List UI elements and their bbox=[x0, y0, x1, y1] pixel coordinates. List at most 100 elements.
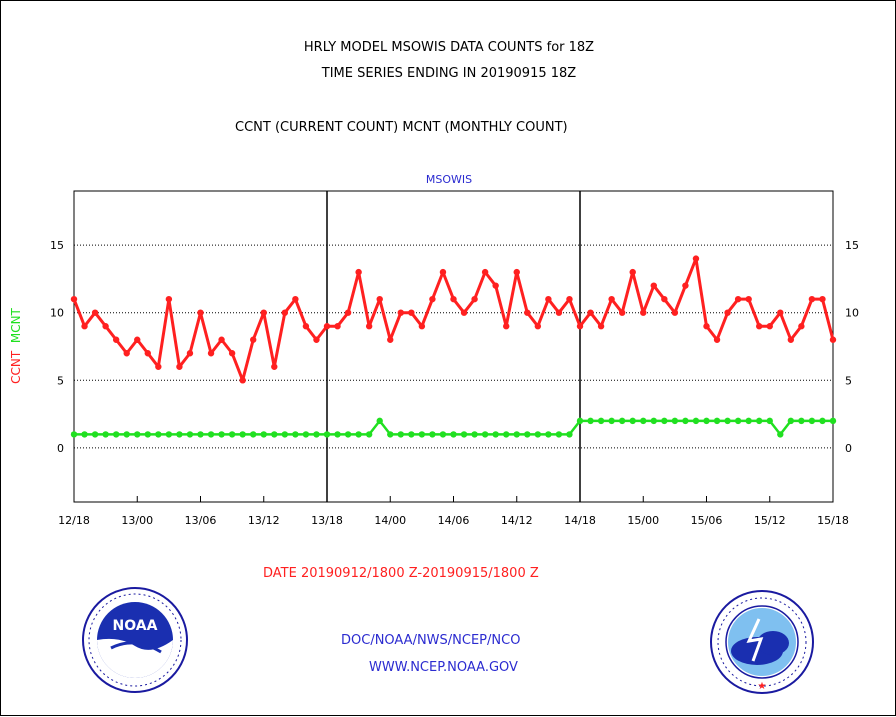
data-point-mcnt bbox=[239, 431, 246, 438]
chart-title-line1: HRLY MODEL MSOWIS DATA COUNTS for 18Z bbox=[303, 40, 595, 55]
data-point-ccnt bbox=[787, 336, 795, 343]
data-point-ccnt bbox=[197, 309, 204, 316]
data-point-ccnt bbox=[365, 323, 373, 330]
data-point-mcnt bbox=[102, 431, 109, 438]
data-point-ccnt bbox=[808, 295, 816, 303]
data-point-ccnt bbox=[503, 323, 510, 330]
data-point-mcnt bbox=[376, 417, 383, 425]
data-point-mcnt bbox=[344, 431, 352, 438]
data-point-mcnt bbox=[777, 431, 784, 438]
data-point-mcnt bbox=[481, 431, 489, 438]
data-point-mcnt bbox=[197, 431, 204, 438]
data-point-ccnt bbox=[819, 295, 826, 303]
data-point-ccnt bbox=[555, 309, 563, 316]
data-point-ccnt bbox=[640, 309, 647, 316]
data-point-mcnt bbox=[439, 431, 447, 438]
data-point-ccnt bbox=[471, 295, 478, 303]
data-point-ccnt bbox=[228, 350, 236, 357]
data-point-mcnt bbox=[397, 431, 404, 438]
data-point-ccnt bbox=[123, 350, 130, 357]
data-point-mcnt bbox=[429, 431, 436, 438]
data-point-ccnt bbox=[460, 309, 468, 316]
x-tick-label: 13/00 bbox=[121, 514, 153, 527]
data-point-ccnt bbox=[218, 336, 225, 343]
noaa-logo-text: NOAA bbox=[113, 618, 158, 634]
data-point-ccnt bbox=[207, 350, 215, 357]
data-point-ccnt bbox=[671, 309, 679, 316]
data-point-mcnt bbox=[365, 431, 373, 438]
data-point-mcnt bbox=[450, 431, 457, 438]
data-point-ccnt bbox=[745, 295, 752, 303]
data-point-mcnt bbox=[260, 431, 267, 438]
data-point-mcnt bbox=[798, 417, 805, 425]
data-point-mcnt bbox=[492, 431, 499, 438]
org-label: DOC/NOAA/NWS/NCEP/NCO bbox=[341, 633, 521, 648]
data-point-mcnt bbox=[545, 431, 552, 438]
y-tick-label-right: 5 bbox=[845, 374, 852, 387]
data-point-mcnt bbox=[70, 431, 78, 438]
data-point-mcnt bbox=[218, 431, 225, 438]
data-point-mcnt bbox=[618, 417, 626, 425]
data-point-mcnt bbox=[661, 417, 668, 425]
data-point-mcnt bbox=[176, 431, 183, 438]
data-point-mcnt bbox=[292, 431, 299, 438]
x-tick-label: 14/06 bbox=[438, 514, 470, 527]
data-point-mcnt bbox=[281, 431, 289, 438]
data-point-mcnt bbox=[302, 431, 310, 438]
data-point-ccnt bbox=[682, 282, 689, 289]
x-tick-label: 15/00 bbox=[627, 514, 659, 527]
data-point-ccnt bbox=[271, 363, 278, 370]
data-point-ccnt bbox=[70, 295, 78, 303]
data-point-ccnt bbox=[513, 268, 520, 276]
data-point-ccnt bbox=[766, 323, 773, 330]
data-point-ccnt bbox=[576, 323, 584, 330]
data-point-mcnt bbox=[640, 417, 647, 425]
data-point-ccnt bbox=[418, 323, 426, 330]
x-tick-label: 14/12 bbox=[501, 514, 533, 527]
data-point-mcnt bbox=[503, 431, 510, 438]
data-point-ccnt bbox=[492, 282, 499, 289]
data-point-ccnt bbox=[618, 309, 626, 316]
data-point-mcnt bbox=[471, 431, 478, 438]
data-point-mcnt bbox=[123, 431, 130, 438]
data-point-ccnt bbox=[629, 268, 636, 276]
data-point-mcnt bbox=[734, 417, 742, 425]
data-point-mcnt bbox=[186, 431, 194, 438]
svg-text:★: ★ bbox=[758, 681, 767, 692]
data-point-ccnt bbox=[587, 309, 594, 316]
y-tick-label-right: 0 bbox=[845, 442, 852, 455]
data-point-mcnt bbox=[313, 431, 320, 438]
data-point-mcnt bbox=[323, 431, 331, 438]
data-point-mcnt bbox=[555, 431, 563, 438]
panel-title: MSOWIS bbox=[425, 173, 473, 186]
data-point-mcnt bbox=[766, 417, 773, 425]
y-tick-label-right: 10 bbox=[845, 307, 859, 320]
data-point-ccnt bbox=[91, 309, 99, 316]
data-point-ccnt bbox=[144, 350, 151, 357]
data-point-mcnt bbox=[629, 417, 636, 425]
data-point-mcnt bbox=[271, 431, 278, 438]
data-point-mcnt bbox=[250, 431, 257, 438]
data-point-mcnt bbox=[745, 417, 752, 425]
data-point-mcnt bbox=[713, 417, 721, 425]
data-point-ccnt bbox=[524, 309, 531, 316]
data-point-ccnt bbox=[112, 336, 120, 343]
x-tick-label: 14/18 bbox=[564, 514, 596, 527]
data-point-ccnt bbox=[545, 295, 552, 303]
data-point-mcnt bbox=[334, 431, 341, 438]
data-point-mcnt bbox=[650, 417, 657, 425]
data-point-ccnt bbox=[661, 295, 668, 303]
data-point-mcnt bbox=[703, 417, 710, 425]
data-point-mcnt bbox=[576, 417, 584, 425]
nws-logo-icon: ★ bbox=[710, 590, 814, 694]
data-point-ccnt bbox=[313, 336, 320, 343]
data-point-ccnt bbox=[408, 309, 415, 316]
data-point-mcnt bbox=[418, 431, 426, 438]
data-point-mcnt bbox=[408, 431, 415, 438]
data-point-ccnt bbox=[397, 309, 404, 316]
x-tick-label: 15/12 bbox=[754, 514, 786, 527]
data-point-ccnt bbox=[429, 295, 436, 303]
data-point-mcnt bbox=[597, 417, 605, 425]
data-point-ccnt bbox=[798, 323, 805, 330]
